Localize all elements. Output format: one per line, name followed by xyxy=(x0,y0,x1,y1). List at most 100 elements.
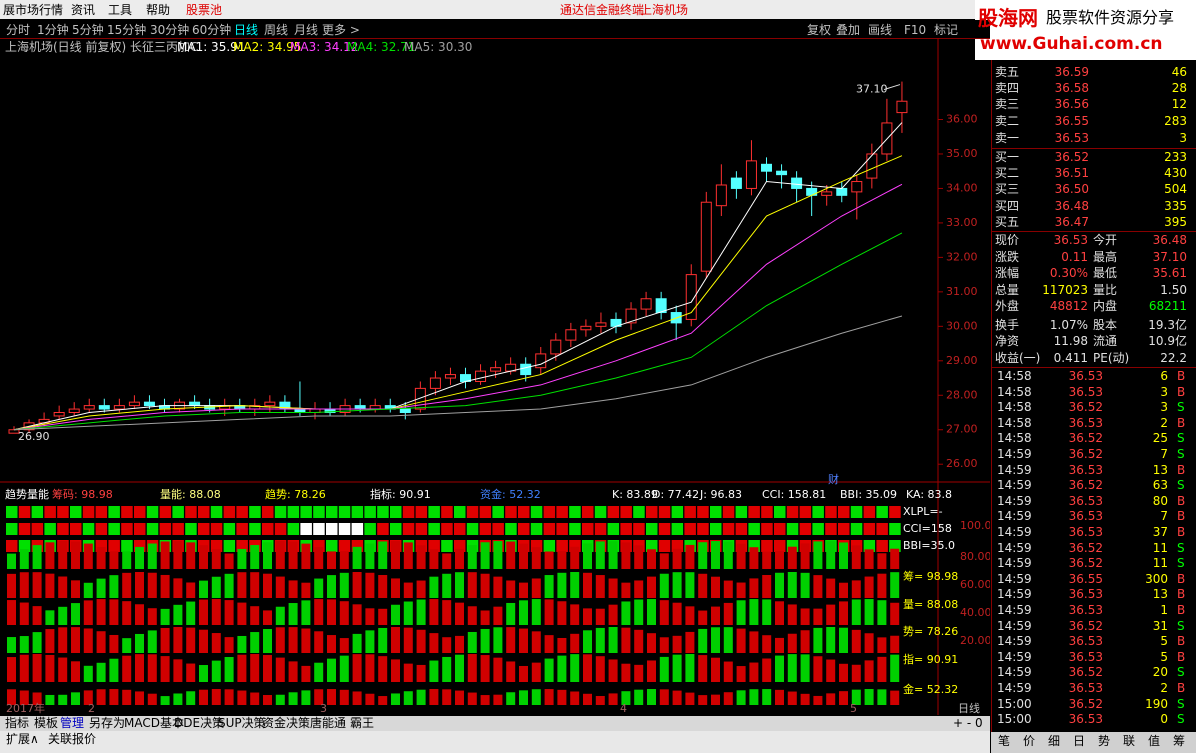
strength-bar xyxy=(224,689,234,705)
order-side: 买四 xyxy=(995,199,1020,213)
indicator-tab[interactable]: 霸王 xyxy=(350,716,375,730)
signal-block xyxy=(377,506,389,518)
signal-block xyxy=(108,540,120,552)
strength-bar xyxy=(173,604,183,625)
strength-bar xyxy=(736,628,746,653)
stat-value: 117023 xyxy=(1042,283,1088,297)
strength-bar xyxy=(58,541,68,569)
quote-tab[interactable]: 价 xyxy=(1023,734,1036,748)
zoom-control[interactable]: + - 0 xyxy=(953,716,983,730)
strength-bar xyxy=(352,604,362,625)
strength-bar xyxy=(186,663,196,682)
indicator-tab[interactable]: 唐能通 xyxy=(310,716,347,730)
strength-bar xyxy=(109,599,119,625)
period-tab[interactable]: 5分钟 xyxy=(72,23,104,37)
strength-bar xyxy=(199,665,208,682)
period-tab[interactable]: 月线 xyxy=(294,23,319,37)
footer-tab[interactable]: 扩展∧ xyxy=(6,732,39,746)
strength-bar xyxy=(659,689,669,705)
signal-block xyxy=(479,523,492,535)
strength-bar xyxy=(864,633,874,653)
strength-bar xyxy=(301,628,311,653)
period-tab[interactable]: 周线 xyxy=(264,23,289,37)
signal-block xyxy=(582,523,594,535)
period-tab[interactable]: 1分钟 xyxy=(37,23,69,37)
tool-button[interactable]: 标记 xyxy=(934,23,959,37)
period-tab[interactable]: 更多 > xyxy=(322,23,360,37)
quote-tab[interactable]: 筹 xyxy=(1173,734,1186,748)
strength-bar xyxy=(442,573,452,598)
event-marker: 财 xyxy=(828,472,839,486)
indicator-tab[interactable]: 管理 xyxy=(60,716,85,730)
quote-tab[interactable]: 日 xyxy=(1073,734,1086,748)
strength-bar xyxy=(199,545,208,569)
indicator-tab[interactable]: 模板 xyxy=(34,716,59,730)
logo-name: 股海网 xyxy=(978,6,1038,30)
tool-button[interactable]: 画线 xyxy=(868,23,893,37)
period-tab[interactable]: 15分钟 xyxy=(107,23,147,37)
indicator-tab[interactable]: 资金决策 xyxy=(262,716,311,730)
indicator-tab[interactable]: SUP决策 xyxy=(218,716,266,730)
stat-label: PE(动) xyxy=(1093,351,1130,365)
indicator-tab[interactable]: DDE决策 xyxy=(174,716,225,730)
tool-button[interactable]: 复权 xyxy=(807,23,832,37)
strength-bar xyxy=(224,637,234,653)
trade-volume: 13 xyxy=(1152,462,1168,477)
indicator-tab[interactable]: MACD基本 xyxy=(124,716,184,730)
ma-line xyxy=(13,315,903,431)
candle-body xyxy=(369,405,381,410)
strength-bar xyxy=(813,541,823,569)
signal-block xyxy=(505,506,517,518)
strength-bar xyxy=(71,661,80,682)
menu-item[interactable]: 资讯 xyxy=(71,3,96,17)
period-tab[interactable]: 60分钟 xyxy=(192,23,232,37)
strength-bar xyxy=(314,689,324,705)
strength-bar xyxy=(71,603,80,625)
strength-bar xyxy=(711,541,720,569)
strength-bar xyxy=(685,631,695,653)
strength-bar xyxy=(506,602,516,625)
ma-line xyxy=(13,155,903,431)
trade-side: S xyxy=(1177,540,1185,555)
strength-bar xyxy=(698,542,708,569)
quote-tab[interactable]: 值 xyxy=(1148,734,1161,748)
candle-body xyxy=(68,408,80,414)
menu-item[interactable]: 股票池 xyxy=(186,3,223,17)
candle-body xyxy=(128,401,140,407)
signal-block xyxy=(594,523,607,535)
quote-tab[interactable]: 联 xyxy=(1123,734,1136,748)
trade-volume: 3 xyxy=(1160,400,1168,415)
menu-item[interactable]: 帮助 xyxy=(146,3,171,17)
strength-bar xyxy=(455,654,464,682)
strength-bar xyxy=(237,635,247,653)
indicator-tab[interactable]: 另存为 xyxy=(89,716,126,730)
indicator-header: 趋势: 78.26 xyxy=(265,488,326,501)
period-tab[interactable]: 日线 xyxy=(234,23,259,37)
period-tab[interactable]: 30分钟 xyxy=(150,23,190,37)
indicator-tab[interactable]: 指标 xyxy=(5,716,30,730)
strength-bar xyxy=(711,657,720,682)
order-side: 卖五 xyxy=(995,65,1020,79)
quote-tab[interactable]: 势 xyxy=(1098,734,1111,748)
strength-bar xyxy=(826,604,836,625)
signal-block xyxy=(684,506,696,518)
tool-button[interactable]: 叠加 xyxy=(836,23,861,37)
menu-item[interactable]: 展市场行情 xyxy=(3,3,64,17)
order-volume: 504 xyxy=(1164,182,1187,196)
trade-volume: 25 xyxy=(1152,431,1168,446)
signal-block xyxy=(479,506,492,518)
trade-volume: 2 xyxy=(1160,415,1168,430)
indicator-header: BBI: 35.09 xyxy=(840,488,897,501)
tool-button[interactable]: F10 xyxy=(904,23,927,37)
order-volume: 430 xyxy=(1164,166,1187,180)
footer-tab[interactable]: 关联报价 xyxy=(48,732,97,746)
order-side: 买二 xyxy=(995,166,1020,180)
quote-tab[interactable]: 细 xyxy=(1048,734,1061,748)
period-tab[interactable]: 分时 xyxy=(6,23,31,37)
strength-bar xyxy=(659,637,669,653)
menu-item[interactable]: 工具 xyxy=(108,3,133,17)
trade-side: S xyxy=(1177,712,1185,727)
signal-block xyxy=(326,506,338,518)
quote-tab[interactable]: 笔 xyxy=(998,734,1011,748)
strength-bar xyxy=(544,575,554,598)
